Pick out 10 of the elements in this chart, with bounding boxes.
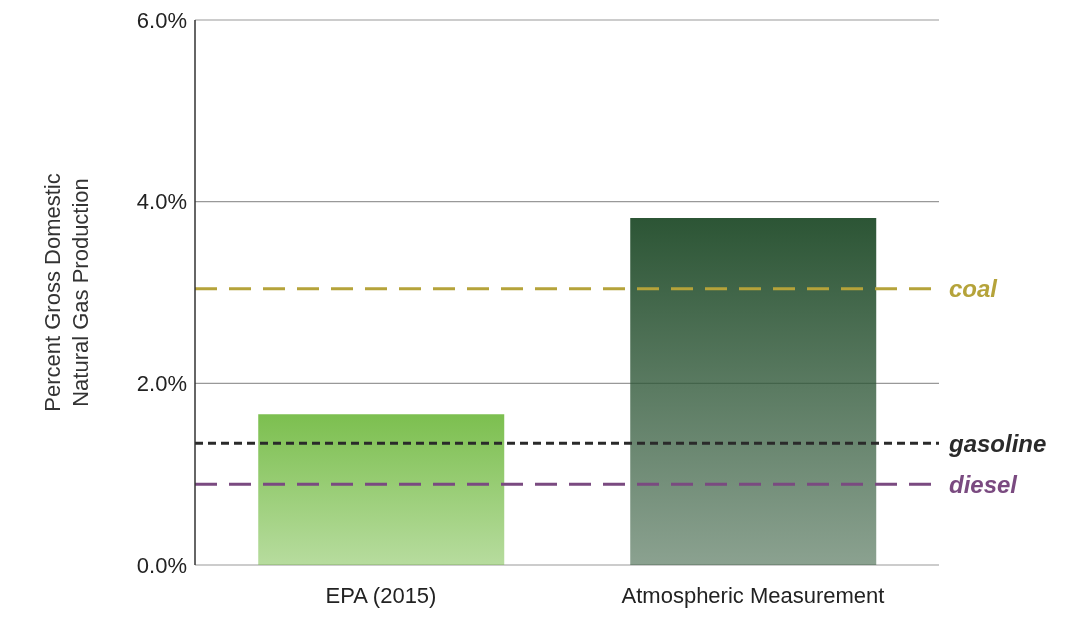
y-tick-label: 6.0% (136, 7, 187, 33)
y-tick-label: 4.0% (136, 189, 187, 215)
y-axis-title: Percent Gross Domestic Natural Gas Production (40, 173, 93, 412)
x-tick-label: Atmospheric Measurement (621, 582, 885, 608)
y-tick-label: 0.0% (136, 552, 187, 578)
y-tick-label: 2.0% (136, 371, 187, 397)
ref-line-label: diesel (949, 470, 1019, 498)
ref-line-label: coal (949, 275, 999, 303)
x-tick-label: EPA (2015) (325, 582, 437, 608)
ref-line-label: gasoline (948, 429, 1047, 457)
